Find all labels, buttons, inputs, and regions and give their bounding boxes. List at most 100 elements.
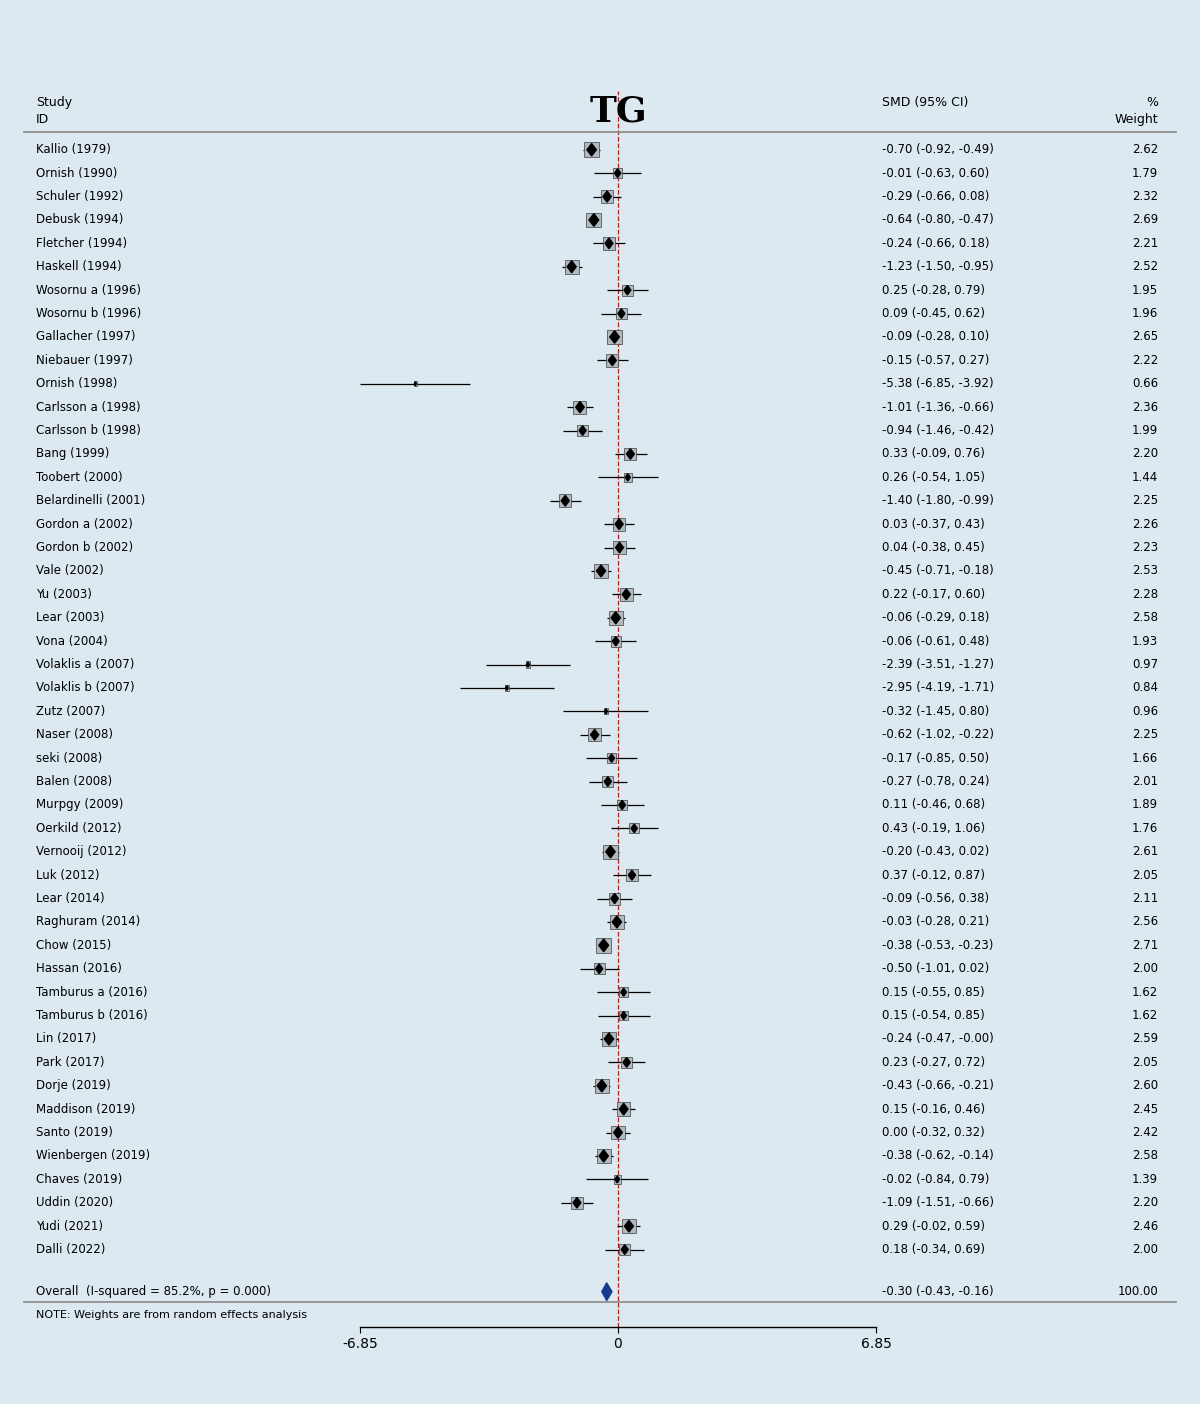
Text: 0.09 (-0.45, 0.62): 0.09 (-0.45, 0.62) <box>882 307 985 320</box>
Text: Lear (2003): Lear (2003) <box>36 611 104 625</box>
Text: 2.45: 2.45 <box>1132 1102 1158 1116</box>
Text: 2.46: 2.46 <box>1132 1220 1158 1233</box>
Polygon shape <box>595 965 602 973</box>
Text: 0.11 (-0.46, 0.68): 0.11 (-0.46, 0.68) <box>882 799 985 812</box>
Text: -0.01 (-0.63, 0.60): -0.01 (-0.63, 0.60) <box>882 167 989 180</box>
Bar <box>611 636 620 647</box>
Text: -0.29 (-0.66, 0.08): -0.29 (-0.66, 0.08) <box>882 190 989 204</box>
Text: Santo (2019): Santo (2019) <box>36 1126 113 1139</box>
Text: 2.20: 2.20 <box>1132 448 1158 461</box>
Text: -0.02 (-0.84, 0.79): -0.02 (-0.84, 0.79) <box>882 1172 989 1186</box>
Bar <box>626 869 637 880</box>
Text: 2.20: 2.20 <box>1132 1196 1158 1209</box>
Text: -0.09 (-0.28, 0.10): -0.09 (-0.28, 0.10) <box>882 330 989 344</box>
Text: Chow (2015): Chow (2015) <box>36 939 112 952</box>
Text: 1.79: 1.79 <box>1132 167 1158 180</box>
Text: 0.96: 0.96 <box>1132 705 1158 717</box>
Text: 2.21: 2.21 <box>1132 237 1158 250</box>
Text: Vernooij (2012): Vernooij (2012) <box>36 845 126 858</box>
Text: Dorje (2019): Dorje (2019) <box>36 1080 110 1092</box>
Text: 0.43 (-0.19, 1.06): 0.43 (-0.19, 1.06) <box>882 821 985 835</box>
Text: -0.20 (-0.43, 0.02): -0.20 (-0.43, 0.02) <box>882 845 989 858</box>
Polygon shape <box>619 800 625 810</box>
Bar <box>577 425 588 437</box>
Polygon shape <box>574 1198 581 1207</box>
Text: Yudi (2021): Yudi (2021) <box>36 1220 103 1233</box>
Text: -0.64 (-0.80, -0.47): -0.64 (-0.80, -0.47) <box>882 213 994 226</box>
Text: 0.29 (-0.02, 0.59): 0.29 (-0.02, 0.59) <box>882 1220 985 1233</box>
Bar <box>594 1078 610 1092</box>
Bar <box>559 494 571 507</box>
Text: -1.09 (-1.51, -0.66): -1.09 (-1.51, -0.66) <box>882 1196 994 1209</box>
Text: 0.97: 0.97 <box>1132 658 1158 671</box>
Polygon shape <box>599 1150 608 1163</box>
Text: -5.38 (-6.85, -3.92): -5.38 (-6.85, -3.92) <box>882 378 994 390</box>
Text: Debusk (1994): Debusk (1994) <box>36 213 124 226</box>
Bar <box>613 542 625 553</box>
Text: -0.94 (-1.46, -0.42): -0.94 (-1.46, -0.42) <box>882 424 994 437</box>
Text: Ornish (1998): Ornish (1998) <box>36 378 118 390</box>
Polygon shape <box>626 449 635 459</box>
Text: 2.58: 2.58 <box>1132 1150 1158 1163</box>
Text: Gordon a (2002): Gordon a (2002) <box>36 518 133 531</box>
Text: Schuler (1992): Schuler (1992) <box>36 190 124 204</box>
Text: Study: Study <box>36 97 72 110</box>
Bar <box>620 588 632 601</box>
Bar <box>602 237 616 250</box>
Text: -0.24 (-0.66, 0.18): -0.24 (-0.66, 0.18) <box>882 237 990 250</box>
Text: 2.58: 2.58 <box>1132 611 1158 625</box>
Polygon shape <box>602 1283 612 1300</box>
Text: 0.84: 0.84 <box>1132 681 1158 695</box>
Bar <box>630 823 638 834</box>
Text: Carlsson b (1998): Carlsson b (1998) <box>36 424 140 437</box>
Text: 2.56: 2.56 <box>1132 915 1158 928</box>
Text: 0.15 (-0.54, 0.85): 0.15 (-0.54, 0.85) <box>882 1009 985 1022</box>
Text: 2.71: 2.71 <box>1132 939 1158 952</box>
Text: -0.06 (-0.61, 0.48): -0.06 (-0.61, 0.48) <box>882 635 989 647</box>
Text: 2.25: 2.25 <box>1132 729 1158 741</box>
Text: 0.37 (-0.12, 0.87): 0.37 (-0.12, 0.87) <box>882 869 985 882</box>
Text: 2.65: 2.65 <box>1132 330 1158 344</box>
Text: Luk (2012): Luk (2012) <box>36 869 100 882</box>
Bar <box>596 1148 611 1163</box>
Text: -0.17 (-0.85, 0.50): -0.17 (-0.85, 0.50) <box>882 751 989 765</box>
Text: 2.42: 2.42 <box>1132 1126 1158 1139</box>
Bar <box>571 1196 583 1209</box>
Bar <box>588 729 601 741</box>
Bar <box>622 1219 636 1233</box>
Polygon shape <box>619 1104 628 1115</box>
Text: 2.00: 2.00 <box>1132 1243 1158 1257</box>
Text: 1.66: 1.66 <box>1132 751 1158 765</box>
Polygon shape <box>618 309 625 319</box>
Bar <box>606 354 618 366</box>
Bar <box>622 285 632 296</box>
Text: 1.96: 1.96 <box>1132 307 1158 320</box>
Text: Gordon b (2002): Gordon b (2002) <box>36 541 133 555</box>
Text: 2.36: 2.36 <box>1132 400 1158 414</box>
Text: -0.50 (-1.01, 0.02): -0.50 (-1.01, 0.02) <box>882 962 989 976</box>
Text: 1.39: 1.39 <box>1132 1172 1158 1186</box>
Text: 0.15 (-0.55, 0.85): 0.15 (-0.55, 0.85) <box>882 986 985 998</box>
Bar <box>584 142 599 157</box>
Text: 2.61: 2.61 <box>1132 845 1158 858</box>
Text: Weight: Weight <box>1115 112 1158 126</box>
Polygon shape <box>613 1127 623 1139</box>
Polygon shape <box>616 518 623 529</box>
Text: NOTE: Weights are from random effects analysis: NOTE: Weights are from random effects an… <box>36 1310 307 1320</box>
Bar <box>608 893 620 904</box>
Text: 0.15 (-0.16, 0.46): 0.15 (-0.16, 0.46) <box>882 1102 985 1116</box>
Bar <box>601 190 613 204</box>
Bar <box>622 1057 632 1068</box>
Text: SMD (95% CI): SMD (95% CI) <box>882 97 968 110</box>
Text: 1.76: 1.76 <box>1132 821 1158 835</box>
Polygon shape <box>596 564 606 577</box>
Bar <box>624 448 636 461</box>
Polygon shape <box>611 612 620 623</box>
Polygon shape <box>625 473 630 482</box>
Polygon shape <box>590 729 599 740</box>
Text: -0.38 (-0.62, -0.14): -0.38 (-0.62, -0.14) <box>882 1150 994 1163</box>
Text: Carlsson a (1998): Carlsson a (1998) <box>36 400 140 414</box>
Text: 2.11: 2.11 <box>1132 892 1158 906</box>
Bar <box>610 915 624 929</box>
Polygon shape <box>562 496 569 507</box>
